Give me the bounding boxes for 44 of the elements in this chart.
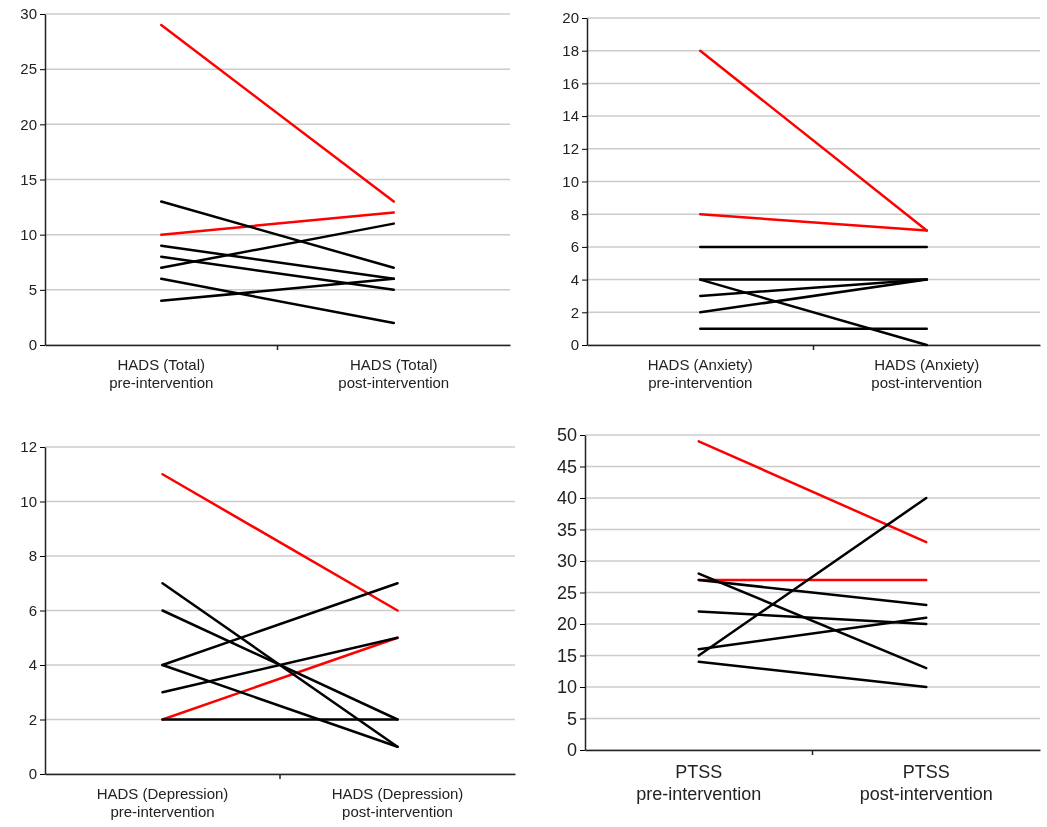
x-tick-label: HADS (Depression) pre-intervention (96, 785, 229, 820)
x-tick-label: HADS (Anxiety) post-intervention (871, 356, 983, 391)
y-tick-label: 12 (20, 438, 37, 456)
y-tick-label: 2 (28, 710, 37, 728)
y-tick-label: 20 (556, 614, 577, 635)
y-tick-label: 10 (20, 492, 37, 510)
y-tick-label: 18 (562, 42, 579, 59)
y-tick-label: 25 (20, 60, 37, 78)
x-tick-label: PTSS post-intervention (859, 762, 993, 804)
y-tick-label: 20 (20, 115, 37, 133)
x-tick-label: HADS (Depression) post-intervention (331, 785, 464, 820)
y-tick-label: 14 (562, 107, 579, 125)
y-tick-label: 35 (556, 519, 577, 540)
y-tick-label: 6 (28, 601, 37, 619)
x-tick-label: HADS (Total) pre-intervention (109, 356, 214, 391)
y-tick-label: 0 (28, 765, 37, 783)
y-tick-label: 30 (556, 551, 577, 572)
y-tick-label: 40 (556, 488, 577, 509)
y-tick-label: 25 (556, 582, 577, 603)
y-tick-label: 8 (28, 547, 37, 565)
y-tick-label: 15 (20, 170, 37, 188)
x-tick-label: HADS (Total) post-intervention (338, 356, 450, 391)
y-tick-label: 5 (28, 281, 37, 299)
y-tick-label: 8 (570, 205, 579, 223)
y-tick-label: 10 (556, 677, 577, 698)
y-tick-label: 4 (570, 270, 579, 288)
y-tick-label: 2 (570, 303, 579, 321)
y-tick-label: 16 (562, 74, 579, 92)
y-tick-label: 10 (20, 225, 37, 243)
y-tick-label: 0 (566, 740, 577, 761)
x-tick-label: PTSS pre-intervention (636, 762, 762, 804)
y-tick-label: 30 (20, 5, 37, 23)
y-tick-label: 0 (28, 336, 37, 354)
y-tick-label: 5 (566, 708, 577, 729)
y-tick-label: 50 (556, 425, 577, 446)
y-tick-label: 6 (570, 238, 579, 256)
y-tick-label: 0 (570, 336, 579, 354)
y-tick-label: 15 (556, 645, 577, 666)
y-tick-label: 4 (28, 656, 37, 674)
y-tick-label: 10 (562, 172, 579, 190)
y-tick-label: 12 (562, 140, 579, 158)
x-tick-label: HADS (Anxiety) pre-intervention (647, 356, 753, 391)
y-tick-label: 20 (562, 9, 579, 27)
y-tick-label: 45 (556, 456, 577, 477)
